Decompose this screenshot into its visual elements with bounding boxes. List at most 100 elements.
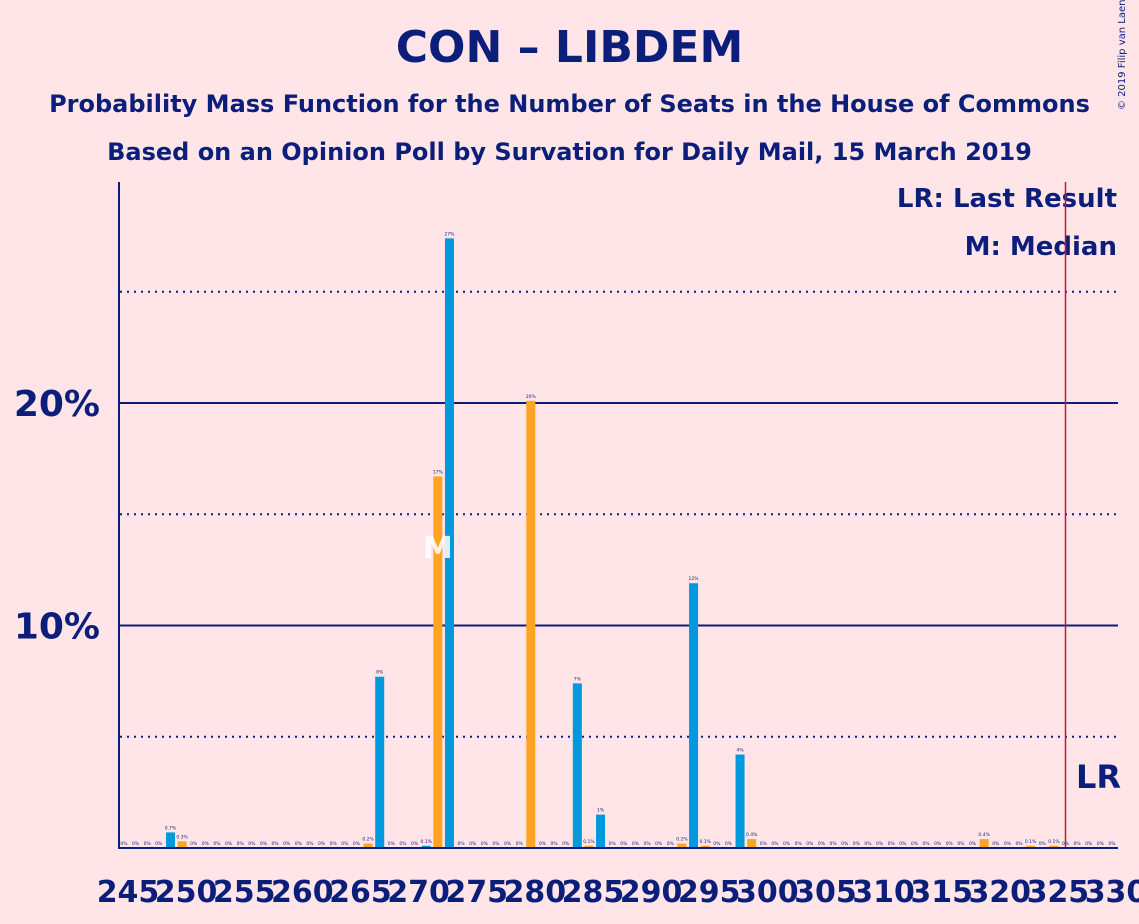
bar-value-label: 0% bbox=[1074, 841, 1082, 847]
bar-value-label: 0.1% bbox=[699, 839, 711, 845]
bar-value-label: 0% bbox=[248, 841, 256, 847]
bar-value-label: 0% bbox=[190, 841, 198, 847]
bar-value-label: 0% bbox=[1097, 841, 1105, 847]
bar-value-label: 0% bbox=[655, 841, 663, 847]
bar-value-label: 0.2% bbox=[676, 837, 688, 843]
x-tick-label: 325 bbox=[1027, 875, 1090, 910]
bar-blue bbox=[444, 238, 454, 849]
bar-value-label: 0% bbox=[144, 841, 152, 847]
x-tick-label: 295 bbox=[678, 875, 741, 910]
bar-orange bbox=[433, 476, 443, 848]
bar-value-label: 0% bbox=[946, 841, 954, 847]
bar-value-label: 0% bbox=[225, 841, 233, 847]
x-tick-label: 260 bbox=[271, 875, 334, 910]
bar-orange bbox=[1026, 845, 1036, 848]
bar-value-label: 0.1% bbox=[583, 839, 595, 845]
bar-value-label: 0% bbox=[341, 841, 349, 847]
bar-value-label: 0% bbox=[481, 841, 489, 847]
bar-blue bbox=[735, 754, 745, 848]
bar-value-label: 0% bbox=[911, 841, 919, 847]
bar-value-label: 0% bbox=[1085, 841, 1093, 847]
x-tick-label: 290 bbox=[620, 875, 683, 910]
bar-value-label: 0% bbox=[237, 841, 245, 847]
x-tick-label: 320 bbox=[968, 875, 1031, 910]
bar-blue bbox=[689, 583, 699, 848]
bar-value-label: 0% bbox=[957, 841, 965, 847]
bar-value-label: 27% bbox=[444, 231, 455, 237]
bar-value-label: 0% bbox=[760, 841, 768, 847]
bar-value-label: 0% bbox=[272, 841, 280, 847]
bar-orange bbox=[747, 839, 757, 848]
x-tick-label: 315 bbox=[910, 875, 973, 910]
bar-value-label: 0% bbox=[202, 841, 210, 847]
bar-value-label: 0% bbox=[469, 841, 477, 847]
x-tick-label: 270 bbox=[387, 875, 450, 910]
x-tick-label: 255 bbox=[213, 875, 276, 910]
bar-value-label: 0% bbox=[492, 841, 500, 847]
bar-value-label: 0% bbox=[120, 841, 128, 847]
chart-title: CON – LIBDEM bbox=[395, 22, 744, 73]
bar-value-label: 0% bbox=[876, 841, 884, 847]
bar-value-label: 17% bbox=[433, 469, 444, 475]
bar-value-label: 0% bbox=[504, 841, 512, 847]
bar-value-label: 0% bbox=[318, 841, 326, 847]
bar-value-label: 0% bbox=[864, 841, 872, 847]
bar-orange bbox=[700, 845, 710, 848]
bar-orange bbox=[526, 400, 536, 848]
chart-subtitle-2: Based on an Opinion Poll by Survation fo… bbox=[107, 138, 1032, 166]
legend-last-result: LR: Last Result bbox=[896, 184, 1117, 214]
median-marker: M bbox=[423, 531, 453, 566]
bar-value-label: 0.7% bbox=[165, 825, 177, 831]
bar-value-label: 0% bbox=[934, 841, 942, 847]
bar-value-label: 0% bbox=[539, 841, 547, 847]
bar-value-label: 0% bbox=[1004, 841, 1012, 847]
bar-orange bbox=[979, 839, 989, 848]
bar-value-label: 0% bbox=[713, 841, 721, 847]
bar-blue bbox=[596, 814, 606, 848]
bar-orange bbox=[1049, 845, 1059, 848]
x-tick-label: 310 bbox=[852, 875, 915, 910]
bar-value-label: 0% bbox=[1108, 841, 1116, 847]
bar-value-label: 0% bbox=[841, 841, 849, 847]
bar-value-label: 0.2% bbox=[362, 837, 374, 843]
bar-value-label: 0.4% bbox=[978, 832, 990, 838]
x-tick-label: 305 bbox=[794, 875, 857, 910]
bar-value-label: 7% bbox=[574, 676, 582, 682]
x-tick-label: 300 bbox=[736, 875, 799, 910]
bar-value-label: 0% bbox=[551, 841, 559, 847]
bar-value-label: 0% bbox=[783, 841, 791, 847]
x-tick-label: 285 bbox=[562, 875, 625, 910]
bar-value-label: 0% bbox=[795, 841, 803, 847]
bar-value-label: 12% bbox=[689, 576, 700, 582]
bar-value-label: 0% bbox=[213, 841, 221, 847]
bar-value-label: 0% bbox=[620, 841, 628, 847]
bar-value-label: 1% bbox=[597, 808, 605, 814]
bar-value-label: 0% bbox=[853, 841, 861, 847]
bar-blue bbox=[375, 676, 385, 848]
bar-value-label: 0% bbox=[725, 841, 733, 847]
x-tick-label: 280 bbox=[504, 875, 567, 910]
bar-value-label: 0% bbox=[132, 841, 140, 847]
bar-value-label: 4% bbox=[736, 748, 744, 754]
bar-orange bbox=[363, 843, 373, 848]
bar-value-label: 0.1% bbox=[420, 839, 432, 845]
bar-value-label: 0% bbox=[411, 841, 419, 847]
x-tick-label: 245 bbox=[97, 875, 160, 910]
bar-value-label: 0.1% bbox=[1048, 839, 1060, 845]
bar-value-label: 0% bbox=[643, 841, 651, 847]
bar-blue bbox=[165, 832, 175, 848]
x-tick-label: 250 bbox=[155, 875, 218, 910]
bar-value-label: 0% bbox=[1039, 841, 1047, 847]
bar-value-label: 0% bbox=[260, 841, 268, 847]
y-tick-label: 10% bbox=[14, 607, 100, 648]
bar-value-label: 0% bbox=[353, 841, 361, 847]
bar-value-label: 0% bbox=[818, 841, 826, 847]
bar-value-label: 0% bbox=[632, 841, 640, 847]
bar-value-label: 0% bbox=[562, 841, 570, 847]
bar-value-label: 0% bbox=[399, 841, 407, 847]
bar-orange bbox=[677, 843, 687, 848]
bar-value-label: 0% bbox=[771, 841, 779, 847]
last-result-marker: LR bbox=[1076, 758, 1121, 796]
bar-value-label: 0% bbox=[829, 841, 837, 847]
